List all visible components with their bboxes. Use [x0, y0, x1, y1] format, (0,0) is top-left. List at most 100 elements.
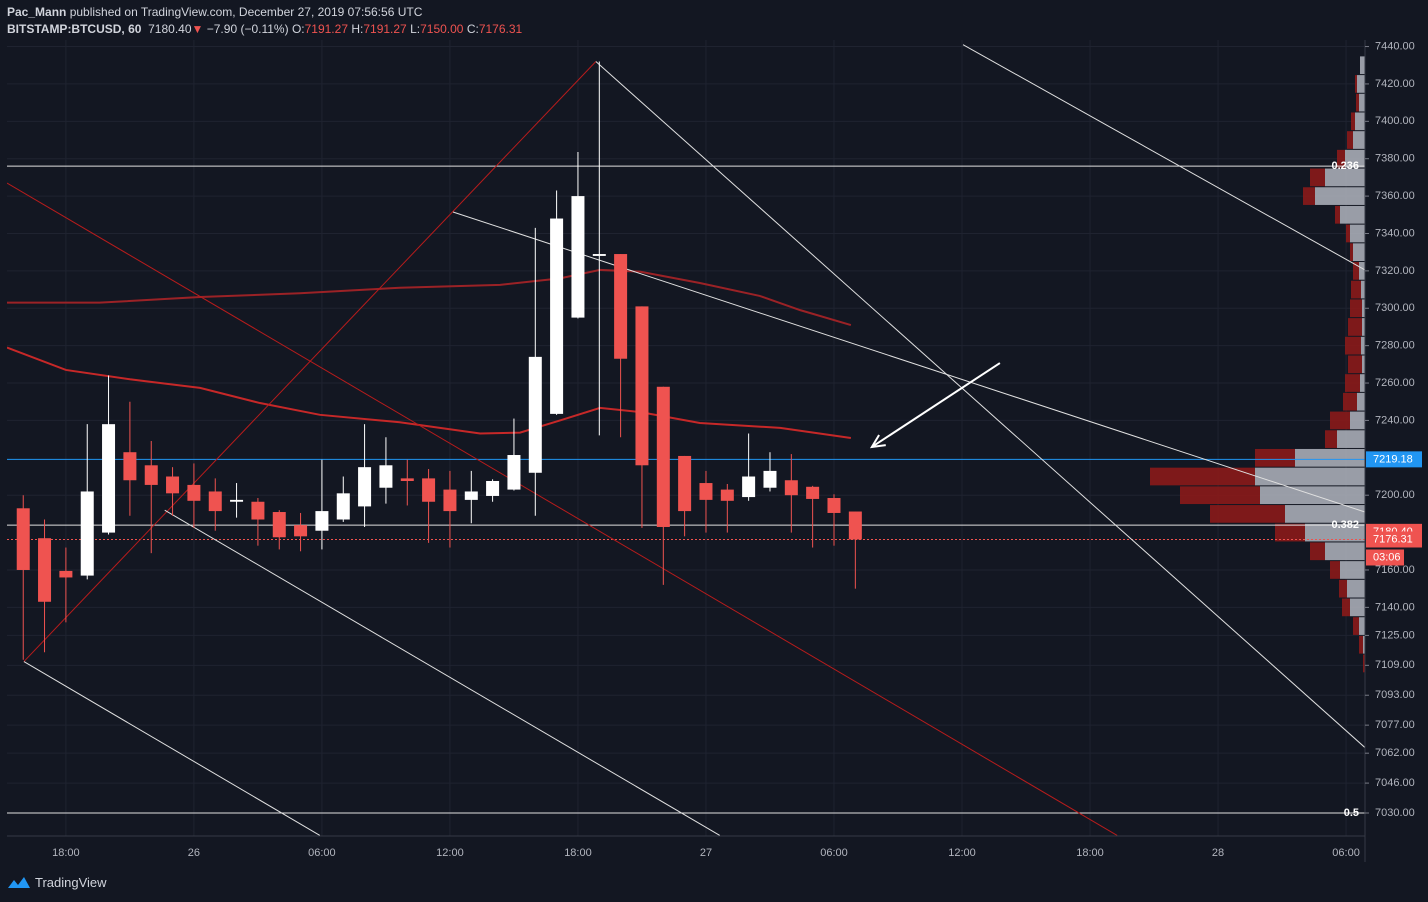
y-tick-label: 7140.00 [1375, 601, 1415, 613]
ohlc-l: 7150.00 [420, 22, 464, 36]
y-tick-label: 7260.00 [1375, 377, 1415, 389]
ohlc-c: 7176.31 [478, 22, 523, 36]
change: −7.90 (−0.11%) [206, 22, 289, 36]
candle-body [230, 499, 244, 502]
fib-label: 0.5 [1344, 807, 1359, 819]
candle-body [358, 467, 372, 507]
candle-body [742, 476, 756, 498]
candle-body [80, 491, 94, 576]
volume-down [1355, 75, 1357, 93]
y-tick-label: 7046.00 [1375, 777, 1415, 789]
trend-line [595, 61, 1365, 748]
grid [7, 40, 1365, 836]
candle-body [400, 478, 414, 481]
volume-up [1357, 392, 1365, 411]
y-tick-label: 7280.00 [1375, 340, 1415, 352]
published: published on TradingView.com, December 2… [69, 5, 423, 19]
brand: TradingView [35, 875, 107, 890]
candle-body [699, 483, 713, 500]
axes: 18:00 26 06:00 12:00 18:00 27 06:00 12:00 18:00 2… [52, 40, 1422, 859]
candle-body [571, 196, 585, 318]
volume-up [1325, 168, 1365, 187]
volume-down [1345, 374, 1360, 392]
volume-up [1353, 243, 1365, 262]
price-tag-label: 7219.18 [1373, 453, 1413, 465]
volume-down [1348, 355, 1362, 374]
x-tick-label: 27 [700, 847, 712, 859]
volume-down [1310, 542, 1325, 561]
y-tick-label: 7200.00 [1375, 489, 1415, 501]
volume-down [1180, 486, 1260, 505]
volume-down [1337, 149, 1345, 168]
volume-up [1362, 299, 1365, 318]
down-arrow: ▼ [191, 22, 204, 36]
volume-up [1337, 430, 1365, 448]
plot-area: 0.236 0.382 0.5 [7, 44, 1365, 836]
volume-down [1351, 112, 1355, 131]
volume-up [1361, 280, 1365, 299]
volume-up [1360, 56, 1365, 75]
volume-up [1363, 635, 1365, 654]
y-tick-label: 7109.00 [1375, 659, 1415, 671]
volume-up [1340, 561, 1365, 579]
header: Pac_Mann published on TradingView.com, D… [7, 4, 522, 38]
volume-up [1325, 542, 1365, 561]
candle-body [144, 465, 158, 485]
volume-up [1295, 448, 1365, 467]
volume-up [1359, 262, 1365, 280]
candle-body [763, 470, 777, 488]
x-tick-label: 18:00 [564, 847, 592, 859]
candle-body [507, 455, 521, 490]
footer: TradingView [8, 875, 107, 890]
candle-body [528, 356, 542, 473]
moving-average [7, 346, 852, 439]
candle-body [16, 508, 30, 570]
volume-down [1347, 131, 1353, 149]
y-tick-label: 7077.00 [1375, 719, 1415, 731]
volume-down [1350, 299, 1362, 318]
volume-up [1361, 336, 1365, 355]
candle-body [486, 480, 500, 496]
candle-body [635, 306, 649, 466]
x-tick-label: 06:00 [1332, 847, 1360, 859]
x-tick-label: 18:00 [1076, 847, 1104, 859]
ohlc-c-key: C: [466, 22, 479, 36]
volume-up [1315, 187, 1365, 205]
y-tick-label: 7030.00 [1375, 807, 1415, 819]
symbol: BITSTAMP:BTCUSD, 60 [7, 22, 142, 36]
fib-label: 0.382 [1331, 519, 1359, 531]
countdown: 03:06 [1373, 551, 1401, 563]
y-tick-label: 7420.00 [1375, 78, 1415, 90]
x-tick-label: 12:00 [436, 847, 464, 859]
y-tick-label: 7062.00 [1375, 747, 1415, 759]
y-tick-label: 7360.00 [1375, 190, 1415, 202]
volume-up [1362, 355, 1365, 374]
trend-line [23, 661, 321, 836]
volume-down [1348, 318, 1362, 336]
candle-body [678, 455, 692, 512]
volume-up [1350, 598, 1365, 617]
volume-up [1255, 467, 1365, 486]
volume-up [1357, 75, 1365, 93]
candle-body [443, 489, 457, 512]
x-tick-label: 26 [188, 847, 200, 859]
volume-up [1362, 318, 1365, 336]
candle-body [59, 570, 73, 578]
logo [8, 876, 30, 888]
volume-up [1359, 93, 1365, 112]
y-tick-label: 7300.00 [1375, 302, 1415, 314]
candle-body [336, 493, 350, 520]
volume-down [1325, 430, 1337, 448]
volume-down [1346, 224, 1350, 243]
volume-down [1150, 467, 1255, 486]
candle-body [656, 386, 670, 527]
candle-body [848, 511, 862, 540]
trend-line [452, 211, 1365, 513]
arrow [871, 362, 1001, 448]
volume-up [1285, 505, 1365, 523]
candle-body [550, 218, 564, 414]
volume-up [1355, 112, 1365, 131]
y-tick-label: 7440.00 [1375, 40, 1415, 52]
candle-body [827, 498, 841, 513]
